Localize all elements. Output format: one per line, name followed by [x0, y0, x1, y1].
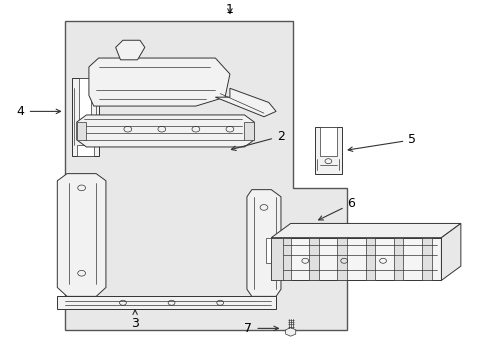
Polygon shape [285, 328, 295, 336]
Polygon shape [246, 190, 281, 296]
Polygon shape [77, 115, 254, 147]
Polygon shape [57, 296, 276, 309]
Text: 4: 4 [17, 105, 61, 118]
Polygon shape [72, 78, 99, 156]
Polygon shape [281, 238, 290, 280]
Polygon shape [393, 238, 403, 280]
Text: 3: 3 [131, 310, 139, 329]
Polygon shape [215, 88, 276, 117]
Polygon shape [421, 238, 431, 280]
Polygon shape [57, 174, 106, 296]
Text: 6: 6 [318, 197, 355, 220]
Text: 5: 5 [347, 133, 415, 152]
Text: 2: 2 [231, 130, 285, 150]
Polygon shape [365, 238, 374, 280]
Polygon shape [89, 58, 229, 106]
Polygon shape [271, 238, 441, 280]
Polygon shape [271, 224, 460, 238]
Polygon shape [116, 40, 144, 60]
Text: 7: 7 [244, 322, 278, 335]
Polygon shape [314, 127, 341, 174]
Polygon shape [441, 224, 460, 280]
Polygon shape [79, 78, 91, 127]
Polygon shape [64, 21, 346, 330]
Text: 1: 1 [225, 3, 233, 16]
Polygon shape [271, 238, 283, 280]
Polygon shape [77, 145, 94, 156]
Polygon shape [266, 238, 281, 262]
Polygon shape [308, 238, 318, 280]
Polygon shape [337, 238, 346, 280]
Polygon shape [244, 122, 254, 140]
Polygon shape [77, 122, 86, 140]
Polygon shape [319, 127, 336, 156]
